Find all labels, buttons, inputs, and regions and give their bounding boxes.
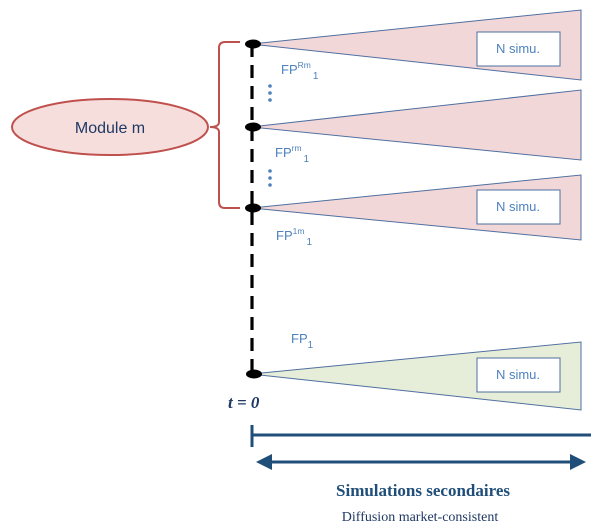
caption-subtitle: Diffusion market-consistent — [342, 510, 499, 525]
module-bracket — [209, 41, 240, 209]
module-ellipse — [11, 98, 209, 156]
cone-r — [250, 89, 582, 161]
module-label: Module m — [75, 120, 145, 137]
nsimu-box-base: N simu. — [476, 357, 561, 393]
ellipsis-dots-lower — [268, 169, 272, 187]
node-dot-rm — [245, 39, 261, 49]
fp-label-rm: FPRm1 — [281, 60, 319, 82]
nsimu-label-base: N simu. — [496, 367, 540, 382]
node-dot-r — [245, 122, 261, 132]
fp-label-r: FPrm1 — [275, 143, 310, 165]
nsimu-label-rm: N simu. — [496, 41, 540, 56]
node-dot-base — [246, 369, 262, 379]
time-label: t = 0 — [228, 393, 260, 412]
nsimu-box-1m: N simu. — [476, 189, 561, 225]
double-arrow — [256, 454, 586, 470]
nsimu-box-rm: N simu. — [476, 31, 561, 67]
node-dot-1m — [245, 203, 261, 213]
fp-label-1m: FP1m1 — [276, 226, 312, 248]
caption-title: Simulations secondaires — [336, 481, 510, 500]
ellipsis-dots-upper — [268, 84, 272, 102]
fp-label-base: FP1 — [291, 331, 314, 351]
nsimu-label-1m: N simu. — [496, 199, 540, 214]
